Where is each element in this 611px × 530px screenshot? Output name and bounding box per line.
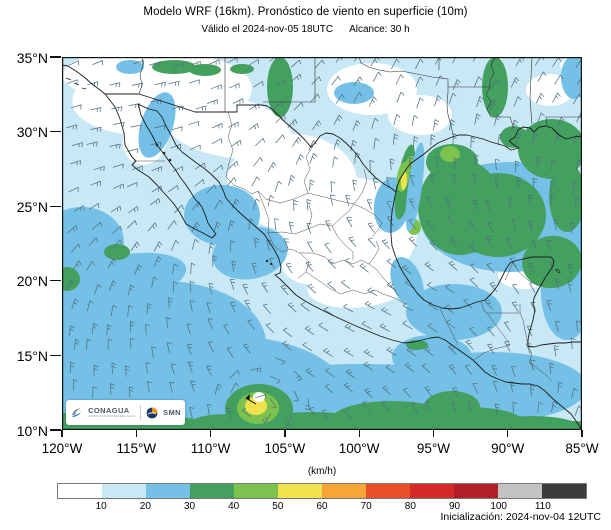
conagua-logo-icon [72, 408, 82, 417]
lat-tick [50, 354, 61, 357]
colorbar-tick-label: 20 [139, 501, 151, 512]
cyclone-center-barb [245, 393, 257, 405]
islands [65, 77, 561, 274]
lat-label: 25°N [16, 198, 48, 215]
colorbar-tick-label: 10 [95, 501, 107, 512]
colorbar-unit-label: (km/h) [307, 466, 337, 477]
coastline-pacific [62, 64, 582, 430]
colorbar-cell [146, 484, 190, 498]
colorbar-cell [102, 484, 146, 498]
lon-tick [284, 430, 286, 437]
map-frame [62, 57, 582, 430]
lon-tick [209, 430, 212, 437]
lon-label: 110°W [190, 441, 231, 456]
colorbar-cell [278, 484, 322, 498]
lon-label: 100°W [338, 441, 380, 456]
wind-map-graphic [62, 57, 582, 430]
lat-label: 35°N [16, 49, 48, 66]
shading-overlays [253, 142, 425, 402]
conagua-subtext: COMISIÓN NACIONAL DEL AGUA [88, 414, 136, 418]
lon-label: 115°W [116, 441, 157, 456]
lon-tick [507, 430, 509, 437]
forecast-reach-label: Alcance: 30 h [349, 24, 410, 35]
lat-label: 15°N [16, 347, 48, 364]
wind-barbs [65, 57, 582, 427]
lat-tick [50, 205, 61, 207]
lat-label: 10°N [16, 422, 48, 439]
lon-label: 85°W [565, 441, 599, 456]
colorbar-tick-label: 50 [272, 501, 284, 512]
page-subtitle: Válido el 2024-nov-05 18UTC Alcance: 30 h [0, 24, 611, 35]
page-title: Modelo WRF (16km). Pronóstico de viento … [143, 6, 468, 18]
initialization-label: Inicialización: 2024-nov-04 12UTC [440, 511, 602, 523]
lat-label: 20°N [16, 273, 48, 290]
lon-tick [61, 430, 63, 437]
lat-tick [50, 131, 61, 133]
smn-logo-icon [146, 407, 158, 418]
coastline-gulf [390, 125, 582, 348]
colorbar-tick-label: 80 [404, 501, 416, 512]
lat-tick [50, 280, 61, 282]
lon-label: 105°W [264, 441, 306, 456]
lon-tick [358, 430, 360, 437]
geography [62, 57, 582, 430]
conagua-wordmark: CONAGUA [88, 406, 130, 416]
lon-label: 90°W [491, 441, 525, 456]
us-mexico-border [105, 93, 397, 193]
colorbar-tick-label: 90 [448, 501, 461, 512]
colorbar [57, 483, 587, 499]
colorbar-cell [322, 484, 366, 498]
agency-logos: CONAGUA COMISIÓN NACIONAL DEL AGUA SMN [66, 400, 185, 425]
colorbar-cell [542, 484, 586, 498]
colorbar-cell [410, 484, 454, 498]
colorbar-tick-label: 40 [228, 501, 240, 512]
lat-tick [50, 56, 61, 58]
lon-tick [135, 430, 137, 437]
colorbar-tick-label: 110 [534, 501, 551, 512]
lat-tick [50, 429, 61, 431]
colorbar-cell [234, 484, 278, 498]
lon-label: 120°W [41, 441, 83, 456]
colorbar-tick-label: 60 [316, 501, 328, 512]
valid-time-label: Válido el 2024-nov-05 18UTC [201, 24, 334, 35]
lon-label: 95°W [416, 441, 450, 456]
colorbar-cell [454, 484, 498, 498]
lon-tick [432, 430, 435, 437]
smn-wordmark: SMN [163, 408, 181, 417]
colorbar-cell [366, 484, 410, 498]
colorbar-tick-label: 100 [490, 501, 507, 512]
mexico-state-borders [133, 111, 553, 382]
colorbar-cell [58, 484, 102, 498]
colorbar-tick-label: 30 [183, 501, 196, 512]
us-state-borders [138, 57, 582, 136]
colorbar-cell [498, 484, 542, 498]
logo-divider [140, 405, 142, 420]
colorbar-cell [190, 484, 234, 498]
lon-tick [581, 430, 583, 437]
lat-label: 30°N [16, 124, 48, 141]
colorbar-tick-label: 70 [360, 501, 372, 512]
